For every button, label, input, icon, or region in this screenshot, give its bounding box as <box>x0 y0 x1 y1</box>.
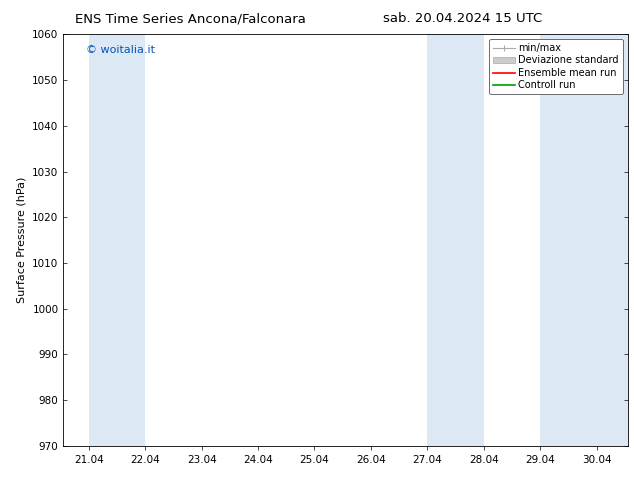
Bar <box>597 34 628 446</box>
Bar <box>427 34 484 446</box>
Text: ENS Time Series Ancona/Falconara: ENS Time Series Ancona/Falconara <box>75 12 306 25</box>
Y-axis label: Surface Pressure (hPa): Surface Pressure (hPa) <box>16 177 27 303</box>
Text: sab. 20.04.2024 15 UTC: sab. 20.04.2024 15 UTC <box>383 12 543 25</box>
Bar <box>89 34 145 446</box>
Bar <box>540 34 597 446</box>
Legend: min/max, Deviazione standard, Ensemble mean run, Controll run: min/max, Deviazione standard, Ensemble m… <box>489 39 623 94</box>
Text: © woitalia.it: © woitalia.it <box>86 45 155 54</box>
